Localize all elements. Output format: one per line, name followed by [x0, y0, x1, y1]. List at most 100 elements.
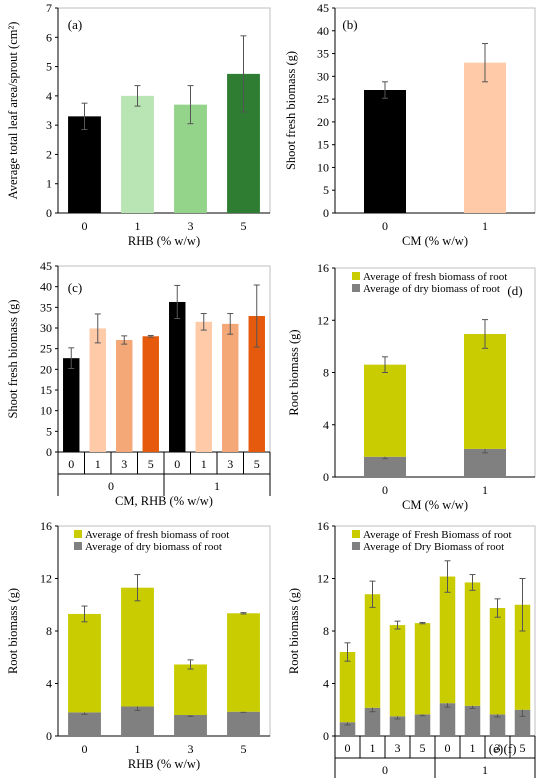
legend-swatch	[352, 272, 360, 280]
bar	[63, 358, 80, 452]
y-tick-label: 15	[317, 138, 329, 152]
y-tick-label: 8	[323, 624, 329, 638]
bar-segment	[439, 576, 456, 704]
y-tick-label: 16	[317, 519, 329, 533]
bar-segment	[464, 448, 506, 477]
legend-swatch	[352, 542, 360, 550]
bar-segment	[339, 652, 356, 723]
y-tick-label: 30	[317, 69, 329, 83]
y-tick-label: 4	[323, 418, 329, 432]
x-tick-label: 5	[520, 741, 526, 755]
y-tick-label: 4	[46, 89, 52, 103]
legend-label: Average of dry biomass of root	[363, 283, 500, 295]
y-tick-label: 45	[317, 1, 329, 15]
bar-segment	[364, 594, 381, 708]
x-tick-label: 5	[241, 219, 247, 233]
panel-e: 0 4 8 12 16 Root biomass (g) (e) 0 1 3 5 RHB (% w/w…	[6, 519, 503, 771]
x-tick-label: 1	[370, 741, 376, 755]
x-tick-label: 3	[121, 457, 127, 471]
x-tick-label: 5	[420, 741, 426, 755]
panel-label: (b)	[342, 17, 357, 32]
y-tick-label: 5	[46, 424, 52, 438]
x-tick-label: 5	[254, 457, 260, 471]
bar-segment	[414, 714, 431, 736]
x-axis-label: RHB (% w/w)	[128, 234, 200, 248]
bar	[142, 336, 159, 452]
x-tick-label: 1	[135, 742, 141, 756]
x-tick-label: 3	[188, 219, 194, 233]
x-tick-label: 1	[470, 741, 476, 755]
bar-segment	[68, 613, 101, 713]
bar-segment	[389, 625, 406, 717]
x-tick-label: 5	[241, 742, 247, 756]
legend-label: Average of fresh biomass of root	[363, 271, 507, 283]
y-tick-label: 30	[40, 321, 52, 335]
x-tick-label: 3	[495, 741, 501, 755]
bar-segment	[174, 715, 207, 736]
bar-segment	[364, 364, 406, 457]
y-tick-label: 16	[40, 519, 52, 533]
y-axis-label: Root biomass (g)	[287, 329, 301, 415]
x-axis-label: CM (% w/w)	[402, 498, 468, 512]
x-tick-label: 0	[345, 741, 351, 755]
panel-label: (e)	[489, 741, 503, 756]
x-tick-label: 0	[382, 219, 388, 233]
x-axis-label: RHB (% w/w)	[128, 757, 200, 771]
x-tick-label: 3	[227, 457, 233, 471]
bar-segment	[464, 333, 506, 449]
panel-label: (a)	[68, 17, 82, 32]
y-tick-label: 8	[323, 366, 329, 380]
bar	[116, 339, 133, 452]
x-tick-label: 0	[82, 219, 88, 233]
y-tick-label: 0	[46, 729, 52, 743]
bar	[222, 323, 239, 452]
y-tick-label: 15	[40, 383, 52, 397]
bar	[89, 328, 106, 452]
x-tick-label: 1	[95, 457, 101, 471]
legend-swatch	[74, 542, 82, 550]
y-axis-label: Shoot fresh biomass (g)	[284, 51, 298, 170]
bar	[68, 116, 101, 213]
y-tick-label: 4	[46, 677, 52, 691]
panel-label: (d)	[507, 283, 522, 298]
bar-segment	[489, 608, 506, 715]
y-tick-label: 35	[317, 47, 329, 61]
bar	[248, 316, 265, 452]
y-tick-label: 0	[323, 729, 329, 743]
y-tick-label: 35	[40, 300, 52, 314]
x-axis-label: CM, RHB (% w/w)	[115, 494, 213, 508]
legend-label: Average of Dry Biomass of root	[363, 541, 504, 553]
y-tick-label: 5	[323, 183, 329, 197]
bar	[121, 95, 154, 213]
legend-label: Average of fresh biomass of root	[85, 529, 229, 541]
legend-label: Average of Fresh Biomass of root	[363, 529, 512, 541]
legend-swatch	[352, 530, 360, 538]
group-label: 1	[214, 479, 220, 493]
bar-segment	[121, 587, 154, 707]
legend-swatch	[352, 284, 360, 292]
y-tick-label: 6	[46, 30, 52, 44]
y-tick-label: 12	[317, 572, 329, 586]
y-tick-label: 10	[40, 404, 52, 418]
y-axis-label: Shoot fresh biomass (g)	[6, 299, 20, 418]
bar-segment	[339, 722, 356, 736]
y-tick-label: 0	[323, 206, 329, 220]
y-tick-label: 0	[46, 445, 52, 459]
bar-segment	[68, 712, 101, 736]
x-tick-label: 3	[188, 742, 194, 756]
bar-segment	[489, 714, 506, 736]
y-tick-label: 4	[323, 677, 329, 691]
bar-segment	[174, 664, 207, 715]
bar-segment	[464, 582, 481, 706]
bar-segment	[227, 613, 260, 712]
y-tick-label: 8	[46, 624, 52, 638]
bar-segment	[389, 716, 406, 736]
y-tick-label: 12	[317, 313, 329, 327]
x-tick-label: 1	[482, 219, 488, 233]
y-tick-label: 40	[317, 24, 329, 38]
bar	[464, 62, 506, 213]
y-tick-label: 3	[46, 118, 52, 132]
